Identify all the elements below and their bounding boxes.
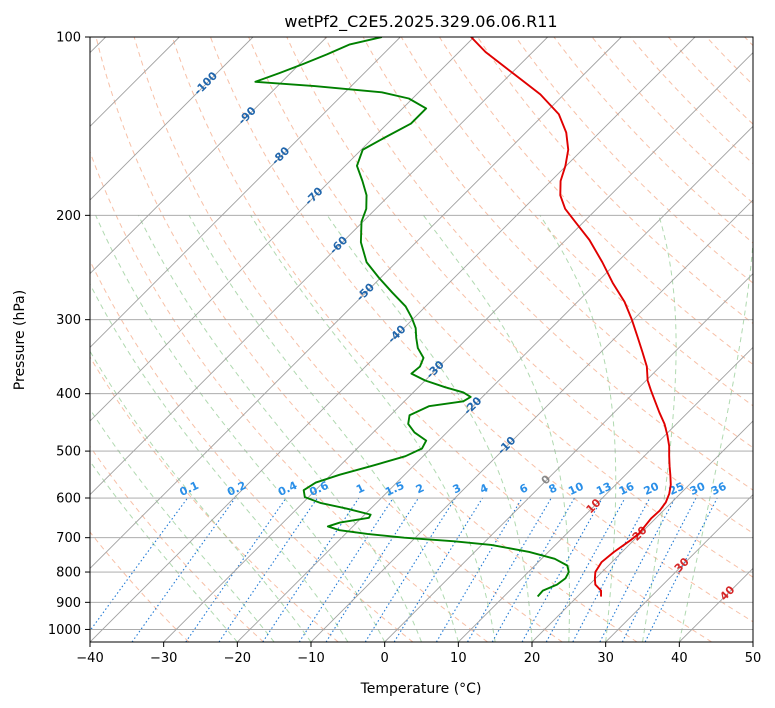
mixing-ratio-label: 10 (566, 480, 586, 498)
moist-adiabat-line (642, 215, 677, 642)
mixing-ratio-line (218, 497, 318, 642)
x-tick-label: −30 (150, 651, 177, 666)
isotherm-line (90, 37, 401, 348)
mixing-ratio-lines (90, 497, 718, 642)
chart-title: wetPf2_C2E5.2025.329.06.06.R11 (284, 12, 557, 32)
y-tick-label: 200 (56, 209, 81, 224)
moist-adiabat-line (539, 215, 617, 642)
mixing-ratio-label: 25 (667, 480, 686, 498)
moist-adiabat-line (188, 215, 459, 642)
y-tick-label: 600 (56, 492, 81, 507)
dry-adiabat-line (90, 531, 190, 642)
isotherm-line (605, 494, 753, 642)
isotherms (90, 37, 753, 642)
moist-adiabat-line (90, 350, 312, 642)
x-tick-label: 0 (381, 651, 389, 666)
y-tick-label: 1000 (48, 623, 81, 638)
mixing-ratio-line (521, 497, 603, 642)
y-tick-label: 900 (56, 596, 81, 611)
x-tick-label: 40 (671, 651, 688, 666)
isotherm-line (384, 273, 753, 642)
mixing-ratio-line (185, 497, 287, 642)
mixing-ratio-line (644, 497, 718, 642)
x-tick-label: 20 (524, 651, 541, 666)
x-axis-ticks: −40 −30 −20 −10 0 10 20 30 40 50 (76, 642, 761, 666)
mixing-ratio-label: 16 (617, 480, 637, 498)
isotherm-line (237, 125, 753, 642)
plot-area: -100-90-80-70-60-50-40-30-20-10010203040… (90, 37, 753, 642)
dry-adiabat-line (439, 37, 753, 366)
moist-adiabat-line (90, 460, 238, 642)
moist-adiabat-line (90, 283, 349, 642)
isotherm-line (163, 52, 753, 642)
mixing-ratio-label: 20 (642, 480, 662, 498)
isotherm-line (90, 37, 548, 496)
isotherm-line (90, 37, 254, 201)
dry-adiabat-line (90, 356, 339, 642)
isotherm-line (90, 37, 696, 642)
x-tick-label: 50 (745, 651, 762, 666)
profiles (254, 37, 672, 598)
dry-adiabat-line (248, 37, 753, 578)
mixing-ratio-label: 36 (709, 480, 729, 498)
isotherm-line (310, 199, 753, 642)
y-tick-label: 800 (56, 566, 81, 581)
mixing-ratio-line (545, 497, 626, 642)
x-tick-label: 10 (450, 651, 467, 666)
mixing-ratio-label: 13 (594, 480, 613, 498)
x-tick-label: 30 (597, 651, 614, 666)
mixing-ratio-label: 30 (688, 480, 708, 498)
dry-adiabat-line (95, 37, 563, 642)
moist-adiabat-line (678, 236, 753, 642)
y-axis-label: Pressure (hPa) (12, 290, 28, 390)
y-tick-label: 400 (56, 387, 81, 402)
mixing-ratio-line (325, 497, 419, 642)
dry-adiabat-line (286, 37, 753, 534)
moist-adiabat-line (326, 215, 533, 642)
y-tick-label: 100 (56, 31, 81, 46)
x-tick-label: −20 (224, 651, 251, 666)
plot-frame (89, 36, 754, 643)
x-tick-label: −10 (297, 651, 324, 666)
mixing-ratio-line (621, 497, 697, 642)
isotherm-line (90, 37, 475, 422)
pressure-gridlines (90, 37, 753, 630)
dry-adiabat-line (400, 37, 753, 407)
y-axis-ticks: 100 200 300 400 500 600 700 800 900 1000 (48, 31, 90, 638)
isotherm-line (90, 37, 622, 569)
dry-adiabat-line (90, 259, 414, 642)
mixing-ratio-line (298, 497, 394, 642)
y-tick-label: 700 (56, 531, 81, 546)
isotherm-line (90, 37, 327, 275)
dry-adiabat-line (210, 37, 753, 623)
isotherm-line (458, 346, 753, 642)
moist-adiabat-line (95, 215, 386, 642)
mixing-ratio-line (131, 497, 236, 642)
y-tick-label: 300 (56, 313, 81, 328)
mixing-ratio-line (364, 497, 456, 642)
x-tick-label: −40 (76, 651, 103, 666)
isotherm-line (531, 420, 753, 642)
dry-adiabat-line (133, 37, 638, 642)
moist-adiabat-line (250, 215, 496, 642)
mixing-ratio-line (599, 497, 676, 642)
mixing-ratio-line (90, 497, 189, 632)
x-axis-label: Temperature (°C) (360, 681, 482, 697)
temperature-profile-line (470, 37, 672, 597)
dewpoint-profile-line (254, 37, 570, 598)
mixing-ratio-line (572, 497, 651, 642)
y-tick-label: 500 (56, 445, 81, 460)
